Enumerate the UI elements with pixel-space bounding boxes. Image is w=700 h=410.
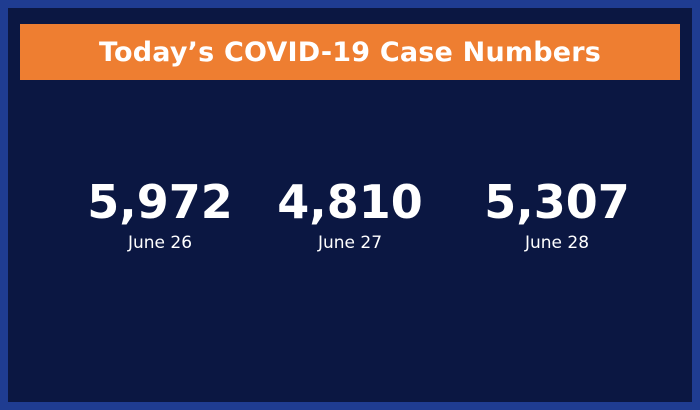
stat-june-26: 5,972 June 26 xyxy=(70,173,250,255)
case-stats: 5,972 June 26 4,810 June 27 5,307 June 2… xyxy=(8,173,692,273)
stat-june-28: 5,307 June 28 xyxy=(467,173,647,255)
case-count: 5,972 xyxy=(87,175,233,229)
case-count: 4,810 xyxy=(277,175,423,229)
page-title: Today’s COVID-19 Case Numbers xyxy=(98,36,602,68)
slide-panel: Today’s COVID-19 Case Numbers 5,972 June… xyxy=(8,8,692,402)
case-date: June 27 xyxy=(317,233,383,253)
case-count: 5,307 xyxy=(484,175,630,229)
case-date: June 26 xyxy=(127,233,193,253)
case-date: June 28 xyxy=(524,233,590,253)
stat-june-27: 4,810 June 27 xyxy=(260,173,440,255)
title-banner: Today’s COVID-19 Case Numbers xyxy=(20,24,680,80)
